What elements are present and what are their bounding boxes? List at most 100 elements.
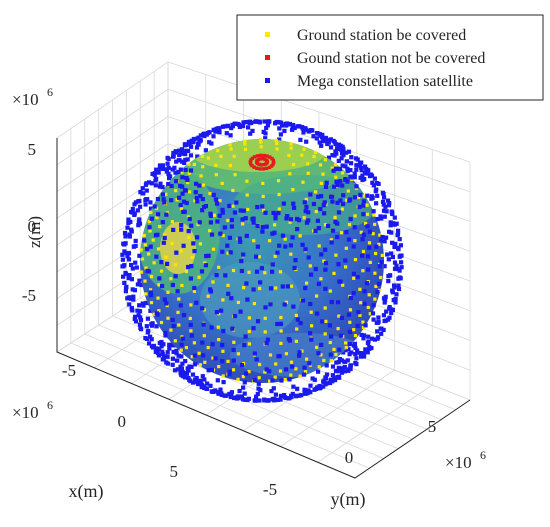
- ground-station-covered: [378, 288, 382, 292]
- satellite-point: [135, 282, 140, 287]
- satellite-point: [171, 227, 176, 232]
- satellite-point: [346, 368, 351, 373]
- satellite-point: [252, 377, 257, 383]
- satellite-point: [388, 223, 393, 228]
- satellite-point: [383, 294, 388, 299]
- satellite-point: [188, 168, 194, 173]
- ground-station-covered: [361, 269, 365, 273]
- satellite-point: [319, 143, 324, 148]
- grid-line: [56, 61, 169, 139]
- ground-station-covered: [177, 323, 181, 327]
- ground-station-covered: [188, 316, 192, 320]
- satellite-point: [183, 157, 188, 162]
- satellite-point: [158, 166, 163, 171]
- satellite-point: [126, 251, 132, 256]
- satellite-point: [171, 349, 176, 354]
- satellite-point: [122, 230, 128, 236]
- satellite-point: [340, 151, 345, 156]
- ground-station-uncovered: [262, 163, 266, 167]
- ground-station-covered: [321, 172, 325, 176]
- satellite-point: [155, 312, 160, 317]
- satellite-point: [198, 133, 203, 138]
- satellite-point: [173, 274, 178, 279]
- satellite-point: [291, 201, 296, 206]
- satellite-point: [337, 279, 342, 284]
- satellite-point: [191, 241, 196, 246]
- satellite-point: [204, 254, 209, 259]
- satellite-point: [308, 383, 313, 388]
- ground-station-covered: [302, 147, 306, 151]
- satellite-point: [188, 153, 194, 158]
- satellite-point: [365, 254, 371, 259]
- satellite-point: [199, 385, 204, 390]
- ground-station-uncovered: [270, 164, 274, 168]
- ground-station-covered: [283, 377, 287, 382]
- satellite-point: [310, 128, 315, 133]
- ground-station-covered: [268, 379, 272, 383]
- ground-station-covered: [300, 349, 304, 353]
- legend-marker-not-covered: [265, 55, 270, 60]
- ground-station-covered: [229, 147, 233, 151]
- satellite-point: [279, 120, 284, 125]
- satellite-point: [228, 250, 233, 255]
- satellite-point: [215, 127, 220, 132]
- satellite-point: [383, 204, 388, 209]
- ground-station-covered: [332, 271, 336, 275]
- satellite-point: [308, 390, 313, 395]
- satellite-point: [176, 353, 181, 358]
- ground-station-covered: [319, 181, 323, 185]
- satellite-point: [203, 148, 208, 153]
- satellite-point: [241, 208, 246, 213]
- satellite-point: [237, 236, 242, 241]
- satellite-point: [160, 352, 165, 357]
- ground-station-covered: [364, 221, 368, 225]
- satellite-point: [157, 346, 162, 351]
- satellite-point: [179, 373, 184, 378]
- grid-line: [56, 88, 169, 166]
- satellite-point: [241, 385, 246, 390]
- satellite-point: [124, 250, 129, 256]
- satellite-point: [277, 126, 282, 131]
- ground-station-covered: [336, 327, 340, 331]
- ground-station-covered: [334, 253, 338, 257]
- ground-station-covered: [323, 306, 327, 310]
- satellite-point: [321, 139, 326, 144]
- satellite-point: [337, 347, 342, 352]
- ground-station-covered: [247, 329, 251, 334]
- satellite-layer-front: [120, 119, 404, 403]
- satellite-point: [141, 191, 146, 196]
- ground-station-covered: [289, 142, 293, 146]
- satellite-point: [348, 363, 353, 368]
- satellite-point: [125, 296, 130, 301]
- satellite-point: [183, 359, 188, 364]
- satellite-point: [256, 386, 261, 391]
- ground-station-uncovered: [270, 156, 274, 161]
- satellite-point: [200, 306, 205, 311]
- satellite-point: [288, 217, 293, 222]
- ground-station-covered: [367, 293, 371, 297]
- satellite-point: [152, 173, 157, 178]
- satellite-point: [331, 168, 336, 173]
- ground-station-covered: [206, 346, 210, 350]
- ground-station-covered: [263, 370, 267, 374]
- satellite-point: [381, 313, 386, 318]
- satellite-point: [377, 264, 382, 269]
- satellite-point: [194, 181, 199, 186]
- satellite-point: [192, 249, 197, 254]
- satellite-point: [242, 380, 247, 385]
- satellite-point: [239, 394, 244, 399]
- ground-station-covered: [337, 314, 341, 318]
- ground-station-covered: [284, 352, 288, 356]
- satellite-point: [384, 235, 389, 240]
- ground-station-covered: [359, 301, 363, 305]
- satellite-point: [225, 123, 230, 128]
- satellite-point: [149, 293, 154, 298]
- ground-station-uncovered: [252, 155, 257, 159]
- satellite-point: [302, 365, 307, 370]
- satellite-point: [126, 276, 131, 281]
- satellite-point: [290, 364, 295, 369]
- satellite-point: [338, 333, 344, 338]
- ground-station-covered: [173, 339, 177, 343]
- satellite-point: [303, 209, 308, 214]
